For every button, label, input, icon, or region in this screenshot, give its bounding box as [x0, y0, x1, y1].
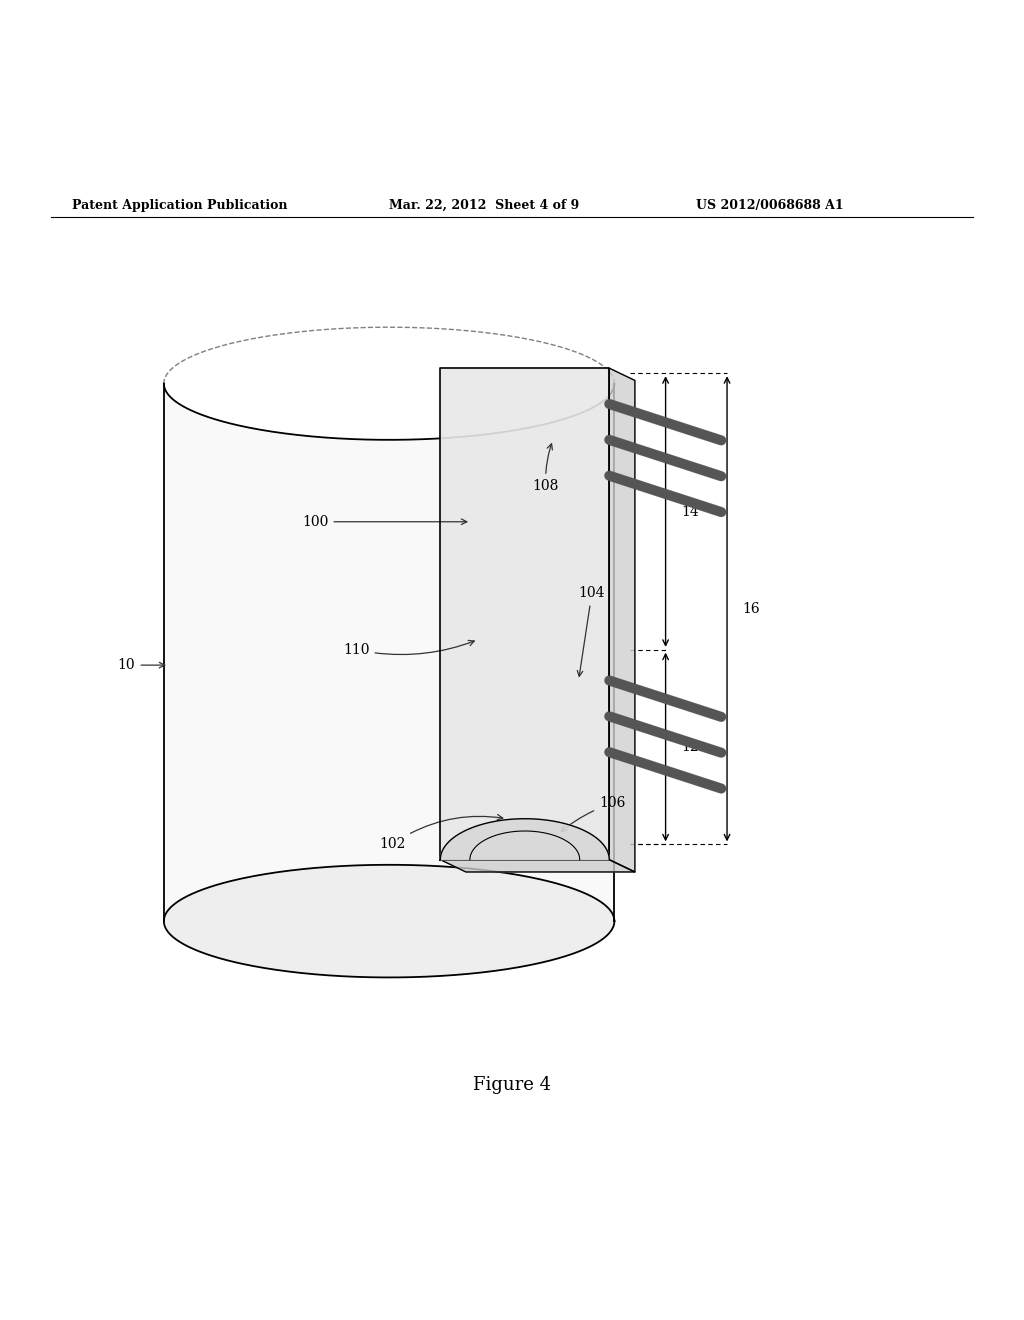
Text: 16: 16 [742, 602, 760, 616]
Text: 100: 100 [302, 515, 467, 529]
Text: Patent Application Publication: Patent Application Publication [72, 199, 287, 211]
Text: 110: 110 [343, 640, 474, 657]
Text: 14: 14 [681, 504, 698, 519]
Polygon shape [440, 818, 609, 859]
Text: 104: 104 [578, 586, 605, 676]
Text: 102: 102 [379, 814, 503, 851]
Polygon shape [440, 859, 635, 873]
Text: Mar. 22, 2012  Sheet 4 of 9: Mar. 22, 2012 Sheet 4 of 9 [389, 199, 580, 211]
Text: Figure 4: Figure 4 [473, 1076, 551, 1094]
Polygon shape [164, 384, 614, 977]
Text: 12: 12 [681, 741, 698, 754]
Text: 108: 108 [532, 444, 559, 492]
Polygon shape [440, 368, 609, 859]
Text: 10: 10 [118, 659, 135, 672]
Polygon shape [164, 865, 614, 977]
Polygon shape [609, 368, 635, 873]
Text: 106: 106 [561, 796, 626, 832]
Text: US 2012/0068688 A1: US 2012/0068688 A1 [696, 199, 844, 211]
